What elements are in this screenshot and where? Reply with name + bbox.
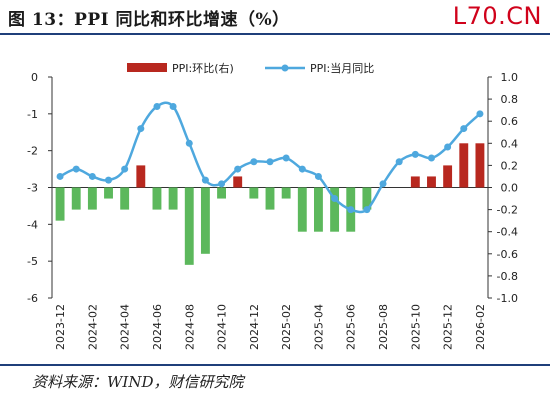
bar-mom bbox=[55, 187, 65, 221]
bar-mom bbox=[427, 176, 436, 188]
legend-label-mom: PPI:环比(右) bbox=[172, 61, 234, 75]
bar-mom bbox=[443, 165, 453, 188]
point-yoy bbox=[250, 158, 258, 166]
bar-mom bbox=[217, 187, 226, 199]
x-tick-label: 2024-08 bbox=[183, 304, 196, 350]
x-tick-label: 2025-08 bbox=[377, 304, 390, 350]
point-yoy bbox=[185, 139, 193, 147]
point-yoy bbox=[137, 125, 145, 133]
left-tick-label: 0 bbox=[31, 71, 38, 84]
x-tick-label: 2024-10 bbox=[216, 304, 229, 350]
x-tick-label: 2026-02 bbox=[474, 304, 487, 350]
bar-mom bbox=[136, 165, 146, 188]
bar-mom bbox=[87, 187, 97, 210]
bar-mom bbox=[297, 187, 307, 232]
point-yoy bbox=[427, 154, 435, 162]
point-yoy bbox=[72, 165, 80, 173]
x-tick-label: 2024-12 bbox=[248, 304, 261, 350]
bar-mom bbox=[410, 176, 420, 188]
point-yoy bbox=[169, 102, 177, 110]
right-tick-label: 0.4 bbox=[501, 137, 519, 150]
watermark-logo: L70.CN bbox=[452, 2, 542, 30]
bar-mom bbox=[152, 187, 162, 210]
legend-swatch-mom bbox=[127, 63, 167, 72]
right-tick-label: -0.6 bbox=[497, 248, 518, 261]
footer-rule bbox=[0, 364, 550, 366]
bar-mom bbox=[475, 143, 485, 188]
point-yoy bbox=[379, 180, 387, 188]
x-tick-label: 2025-04 bbox=[312, 304, 325, 350]
point-yoy bbox=[395, 158, 403, 166]
point-yoy bbox=[411, 150, 419, 158]
x-tick-label: 2023-12 bbox=[54, 304, 67, 350]
bar-mom bbox=[281, 187, 291, 199]
right-tick-label: 0.0 bbox=[501, 182, 519, 195]
x-tick-label: 2024-04 bbox=[119, 304, 132, 350]
bar-mom bbox=[168, 187, 178, 210]
right-tick-label: -0.4 bbox=[497, 226, 518, 239]
legend-marker-yoy bbox=[281, 64, 289, 72]
x-tick-label: 2024-02 bbox=[86, 304, 99, 350]
left-tick-label: -5 bbox=[27, 255, 38, 268]
x-tick-label: 2025-06 bbox=[345, 304, 358, 350]
x-tick-label: 2024-06 bbox=[151, 304, 164, 350]
left-tick-label: -4 bbox=[27, 218, 38, 231]
right-tick-label: 0.6 bbox=[501, 115, 519, 128]
left-tick-label: -6 bbox=[27, 292, 38, 305]
left-tick-label: -1 bbox=[27, 108, 38, 121]
x-tick-label: 2025-10 bbox=[409, 304, 422, 350]
right-tick-label: 0.2 bbox=[501, 159, 519, 172]
chart-title: 图 13：PPI 同比和环比增速（%） bbox=[8, 10, 290, 30]
bar-mom bbox=[71, 187, 81, 210]
point-yoy bbox=[444, 143, 452, 151]
left-tick-label: -2 bbox=[27, 145, 38, 158]
bar-mom bbox=[459, 143, 469, 188]
point-yoy bbox=[347, 206, 355, 214]
point-yoy bbox=[460, 125, 468, 133]
point-yoy bbox=[218, 180, 226, 188]
right-tick-label: -0.2 bbox=[497, 204, 518, 217]
right-tick-label: 0.8 bbox=[501, 93, 519, 106]
bar-mom bbox=[330, 187, 340, 232]
point-yoy bbox=[121, 165, 129, 173]
point-yoy bbox=[56, 172, 64, 180]
point-yoy bbox=[314, 172, 322, 180]
x-tick-label: 2025-12 bbox=[442, 304, 455, 350]
bar-mom bbox=[200, 187, 210, 254]
point-yoy bbox=[331, 195, 339, 203]
bar-mom bbox=[233, 176, 243, 188]
bar-mom bbox=[362, 187, 372, 210]
bar-mom bbox=[314, 187, 323, 232]
point-yoy bbox=[105, 176, 113, 184]
bar-mom bbox=[265, 187, 275, 210]
right-tick-label: -1.0 bbox=[497, 292, 518, 305]
bar-mom bbox=[249, 187, 259, 199]
bar-mom bbox=[184, 187, 194, 265]
right-tick-label: 1.0 bbox=[501, 71, 519, 84]
left-tick-label: -3 bbox=[27, 182, 38, 195]
bar-mom bbox=[120, 187, 130, 210]
header-rule bbox=[0, 33, 550, 35]
point-yoy bbox=[282, 154, 290, 162]
point-yoy bbox=[88, 172, 96, 180]
point-yoy bbox=[298, 165, 306, 173]
point-yoy bbox=[153, 102, 161, 110]
x-tick-label: 2025-02 bbox=[280, 304, 293, 350]
right-tick-label: -0.8 bbox=[497, 270, 518, 283]
point-yoy bbox=[476, 110, 484, 118]
bar-mom bbox=[104, 187, 113, 199]
point-yoy bbox=[201, 176, 209, 184]
point-yoy bbox=[234, 165, 242, 173]
legend-label-yoy: PPI:当月同比 bbox=[310, 61, 374, 75]
point-yoy bbox=[363, 206, 371, 214]
source-note: 资料来源：WIND，财信研究院 bbox=[32, 373, 244, 391]
point-yoy bbox=[266, 158, 274, 166]
